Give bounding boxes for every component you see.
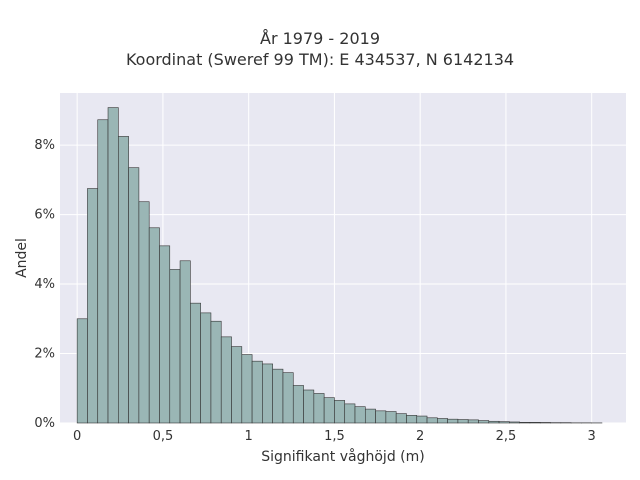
chart-title-line1: År 1979 - 2019 — [260, 29, 380, 48]
histogram-bar — [364, 408, 376, 424]
histogram-bar — [457, 419, 469, 424]
y-tick-label: 8% — [34, 138, 55, 153]
x-tick-label: 2 — [416, 429, 424, 444]
histogram-bar — [323, 397, 335, 424]
histogram-bar — [354, 406, 366, 424]
histogram-bar — [447, 418, 459, 424]
y-axis-label: Andel — [14, 238, 30, 278]
histogram-bar — [416, 415, 428, 424]
x-tick-label: 0 — [73, 429, 81, 444]
histogram-bar — [395, 413, 407, 424]
histogram-bar — [385, 411, 397, 424]
histogram-bar — [76, 318, 88, 424]
y-tick-label: 0% — [34, 416, 55, 431]
histogram-bar — [334, 400, 346, 424]
histogram-bar — [272, 368, 284, 424]
x-tick-label: 0,5 — [153, 429, 174, 444]
histogram-bar — [138, 201, 150, 424]
histogram-bar — [529, 422, 541, 424]
histogram-bar — [107, 107, 119, 424]
histogram-bar — [437, 418, 448, 424]
histogram-bar — [303, 389, 315, 424]
histogram-bar — [478, 420, 490, 424]
histogram-bar — [426, 417, 438, 424]
histogram-bar — [159, 245, 171, 424]
histogram-bar — [282, 372, 294, 424]
histogram-bar — [87, 188, 99, 424]
y-axis-ticks: 0% 2% 4% 6% 8% — [34, 138, 55, 431]
x-axis-label: Signifikant våghöjd (m) — [261, 448, 424, 465]
histogram-bar — [406, 415, 418, 424]
histogram-bar — [344, 403, 356, 424]
histogram-bar — [231, 346, 243, 424]
histogram-bar — [467, 419, 479, 424]
histogram-bar — [179, 260, 191, 424]
y-tick-label: 2% — [34, 347, 55, 362]
x-axis-ticks: 0 0,5 1 1,5 2 2,5 3 — [73, 429, 596, 444]
histogram-bar — [292, 385, 304, 424]
histogram-bar — [241, 354, 253, 424]
histogram-bar — [97, 119, 109, 424]
histogram-bar — [118, 136, 129, 424]
histogram-bar — [148, 227, 160, 424]
x-tick-label: 1 — [245, 429, 253, 444]
histogram-bar — [169, 269, 181, 424]
histogram-bar — [262, 363, 273, 424]
x-tick-label: 2,5 — [496, 429, 517, 444]
histogram-bar — [375, 410, 387, 424]
histogram-bar — [519, 422, 531, 424]
chart-title-line2: Koordinat (Sweref 99 TM): E 434537, N 61… — [125, 50, 515, 69]
y-tick-label: 6% — [34, 208, 55, 223]
histogram-bar — [509, 421, 520, 424]
x-tick-label: 1,5 — [324, 429, 345, 444]
histogram-bar — [498, 421, 510, 424]
histogram-bar — [220, 336, 232, 424]
histogram-bar — [128, 167, 140, 424]
histogram-bars — [76, 107, 603, 424]
histogram-bar — [200, 312, 212, 424]
histogram-bar — [251, 360, 263, 424]
histogram-bar — [488, 420, 500, 424]
histogram-bar — [539, 422, 551, 424]
y-tick-label: 4% — [34, 277, 55, 292]
histogram-bar — [190, 302, 201, 424]
x-tick-label: 3 — [588, 429, 596, 444]
histogram-bar — [313, 393, 325, 424]
histogram-bar — [210, 320, 222, 424]
